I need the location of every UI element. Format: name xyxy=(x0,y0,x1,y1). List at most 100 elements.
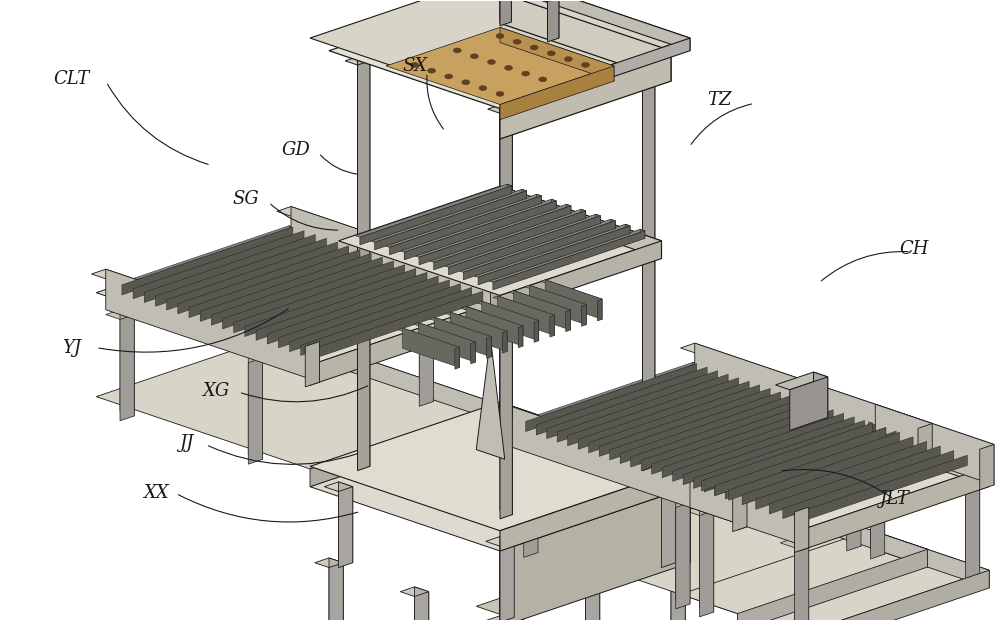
Polygon shape xyxy=(500,105,512,515)
Polygon shape xyxy=(423,271,427,283)
Polygon shape xyxy=(869,422,872,433)
Polygon shape xyxy=(419,206,571,265)
Polygon shape xyxy=(693,362,697,374)
Polygon shape xyxy=(277,207,505,284)
Polygon shape xyxy=(500,542,514,621)
Polygon shape xyxy=(673,414,844,481)
Circle shape xyxy=(547,51,555,56)
Polygon shape xyxy=(631,399,802,467)
Polygon shape xyxy=(476,598,524,614)
Polygon shape xyxy=(122,227,293,295)
Polygon shape xyxy=(488,105,512,113)
Text: SX: SX xyxy=(403,57,428,75)
Polygon shape xyxy=(358,61,370,471)
Polygon shape xyxy=(918,424,932,469)
Polygon shape xyxy=(211,257,382,325)
Polygon shape xyxy=(444,214,601,267)
Circle shape xyxy=(496,34,504,39)
Polygon shape xyxy=(640,229,645,238)
Polygon shape xyxy=(241,267,416,327)
Polygon shape xyxy=(909,435,913,447)
Polygon shape xyxy=(120,310,134,416)
Polygon shape xyxy=(752,440,927,499)
Polygon shape xyxy=(219,260,393,319)
Polygon shape xyxy=(500,0,511,22)
Polygon shape xyxy=(430,317,491,338)
Polygon shape xyxy=(738,435,913,495)
Polygon shape xyxy=(661,487,676,568)
Polygon shape xyxy=(248,358,263,464)
Text: JJ: JJ xyxy=(179,435,193,453)
Polygon shape xyxy=(305,342,320,387)
Polygon shape xyxy=(415,587,429,621)
Polygon shape xyxy=(323,237,326,248)
Polygon shape xyxy=(568,378,739,446)
Polygon shape xyxy=(500,66,614,120)
Polygon shape xyxy=(267,276,438,344)
Polygon shape xyxy=(500,466,690,551)
Polygon shape xyxy=(310,422,690,551)
Polygon shape xyxy=(965,485,980,591)
Polygon shape xyxy=(310,405,500,487)
Polygon shape xyxy=(500,469,927,614)
Polygon shape xyxy=(648,405,823,464)
Polygon shape xyxy=(189,250,360,317)
Polygon shape xyxy=(694,420,865,489)
Polygon shape xyxy=(315,558,343,568)
Polygon shape xyxy=(875,404,994,485)
Polygon shape xyxy=(486,427,514,437)
Polygon shape xyxy=(500,27,614,81)
Polygon shape xyxy=(500,606,524,621)
Polygon shape xyxy=(679,415,854,474)
Polygon shape xyxy=(500,12,512,422)
Circle shape xyxy=(582,63,589,68)
Polygon shape xyxy=(796,455,967,524)
Polygon shape xyxy=(300,229,304,241)
Polygon shape xyxy=(275,279,449,338)
Polygon shape xyxy=(479,290,483,301)
Polygon shape xyxy=(936,445,940,456)
Polygon shape xyxy=(96,229,500,365)
Polygon shape xyxy=(308,290,483,349)
Polygon shape xyxy=(589,385,760,453)
Polygon shape xyxy=(733,486,747,532)
Circle shape xyxy=(470,54,478,59)
Polygon shape xyxy=(676,502,690,609)
Polygon shape xyxy=(404,201,556,260)
Polygon shape xyxy=(595,387,770,446)
Polygon shape xyxy=(491,279,505,324)
Polygon shape xyxy=(765,445,940,504)
Polygon shape xyxy=(412,267,416,279)
Polygon shape xyxy=(856,448,885,458)
Polygon shape xyxy=(324,482,353,491)
Polygon shape xyxy=(487,337,491,358)
Polygon shape xyxy=(286,332,500,422)
Polygon shape xyxy=(286,283,461,342)
Polygon shape xyxy=(222,261,393,329)
Polygon shape xyxy=(461,307,523,327)
Text: TZ: TZ xyxy=(707,91,732,109)
Polygon shape xyxy=(680,530,989,621)
Polygon shape xyxy=(525,285,586,306)
Polygon shape xyxy=(415,592,429,621)
Polygon shape xyxy=(669,412,844,471)
Polygon shape xyxy=(671,558,685,621)
Polygon shape xyxy=(794,538,809,621)
Polygon shape xyxy=(310,402,690,531)
Polygon shape xyxy=(680,389,709,398)
Polygon shape xyxy=(695,343,932,464)
Polygon shape xyxy=(630,57,655,65)
Polygon shape xyxy=(610,392,781,460)
Polygon shape xyxy=(106,310,134,319)
Polygon shape xyxy=(196,252,371,311)
Polygon shape xyxy=(339,487,353,568)
Polygon shape xyxy=(700,423,875,482)
Polygon shape xyxy=(745,380,749,391)
Polygon shape xyxy=(471,342,475,364)
Polygon shape xyxy=(870,448,885,554)
Polygon shape xyxy=(783,451,954,519)
Polygon shape xyxy=(339,186,661,296)
Polygon shape xyxy=(355,184,512,237)
Polygon shape xyxy=(429,209,586,262)
Polygon shape xyxy=(401,263,405,275)
